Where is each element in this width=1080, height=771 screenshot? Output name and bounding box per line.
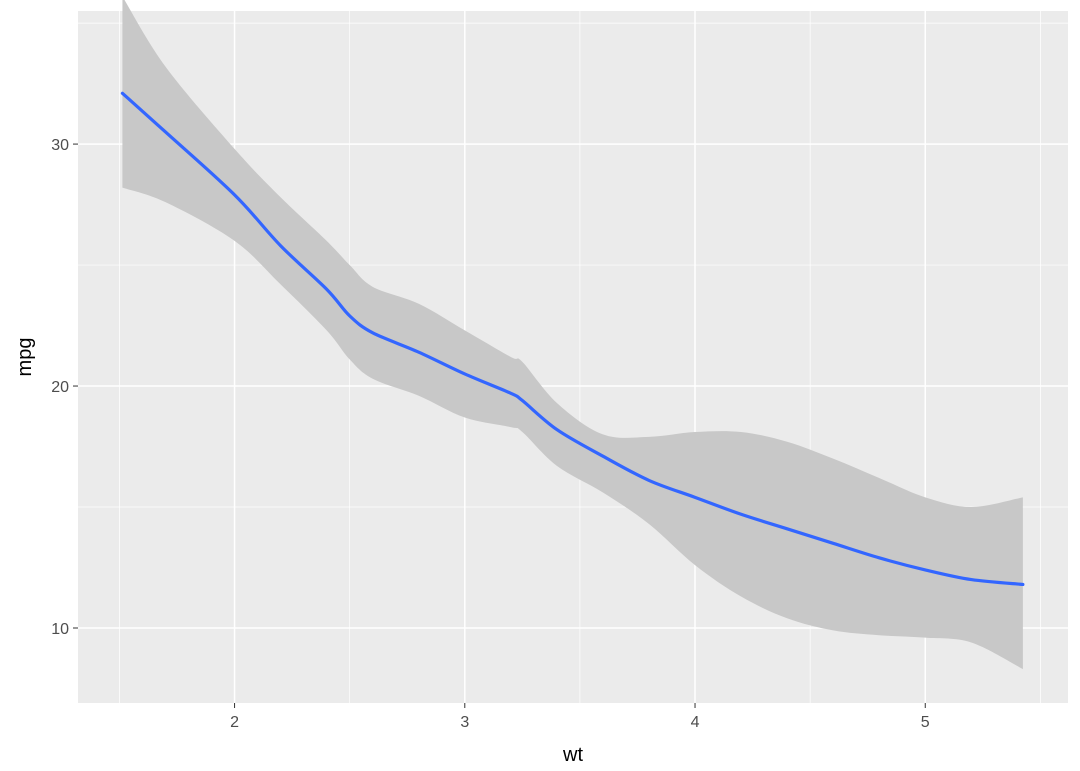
x-axis-ticks [234, 703, 926, 708]
y-tick-label: 30 [51, 137, 69, 154]
x-tick-label: 3 [460, 714, 469, 731]
y-tick-label: 20 [51, 379, 69, 396]
y-axis-tick-labels: 10 20 30 [51, 137, 69, 638]
x-axis-tick-labels: 2 3 4 5 [230, 714, 930, 731]
x-axis-title: wt [562, 744, 583, 766]
confidence-band [122, 0, 1023, 670]
y-axis-ticks [73, 143, 78, 629]
x-tick-label: 4 [691, 714, 700, 731]
x-tick-label: 2 [230, 714, 239, 731]
y-axis-title: mpg [14, 338, 36, 377]
y-tick-label: 10 [51, 621, 69, 638]
x-tick-label: 5 [921, 714, 930, 731]
smooth-line [120, 91, 1025, 587]
